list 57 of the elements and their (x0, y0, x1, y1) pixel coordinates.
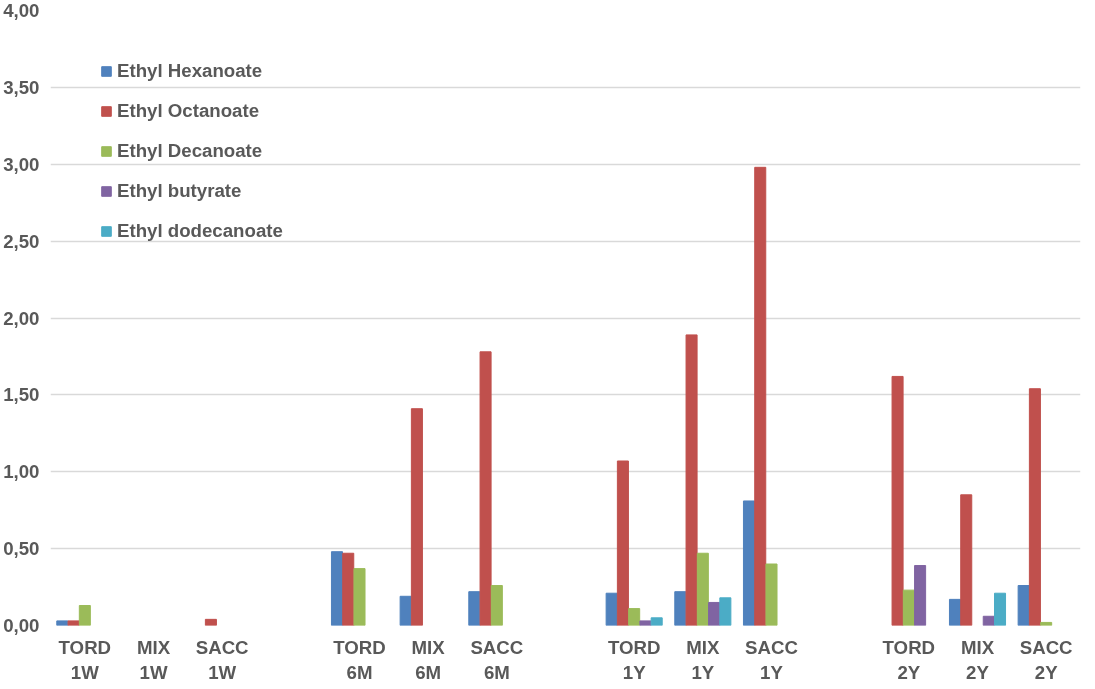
y-tick-label: 1,50 (3, 384, 40, 406)
bar (204, 618, 217, 626)
bar (696, 552, 709, 626)
x-tick-label: MIX 6M (411, 636, 446, 683)
bar (67, 620, 80, 626)
bar (616, 460, 629, 626)
bar (754, 166, 767, 626)
y-tick-label: 1,00 (3, 461, 40, 483)
bar (78, 605, 91, 626)
y-tick-label: 2,50 (3, 230, 40, 252)
x-tick-label: SACC 2Y (1019, 636, 1073, 683)
bar (650, 617, 663, 626)
x-tick-label: MIX 2Y (960, 636, 995, 683)
bar (605, 592, 618, 626)
y-tick-label: 0,50 (3, 538, 40, 560)
bar (994, 592, 1007, 626)
bar (902, 589, 915, 626)
x-tick-label: MIX 1Y (686, 636, 720, 683)
bar (685, 334, 698, 626)
legend-label: Ethyl butyrate (117, 180, 242, 202)
bar (330, 551, 343, 626)
bar (960, 494, 973, 626)
bar (1028, 388, 1041, 626)
y-tick-label: 3,00 (3, 153, 40, 175)
y-tick-label: 2,00 (3, 307, 40, 329)
x-tick-label: TORD 1W (58, 636, 112, 683)
bar (719, 597, 732, 626)
bar (628, 608, 641, 626)
bar (468, 591, 481, 626)
bar (56, 620, 69, 626)
y-tick-label: 3,50 (3, 76, 40, 98)
x-tick-label: SACC 1Y (745, 636, 798, 683)
bar (639, 620, 652, 626)
bar (914, 565, 927, 626)
x-tick-label: MIX 1W (136, 636, 171, 683)
y-tick-label: 4,00 (3, 0, 40, 21)
bar (490, 585, 503, 626)
x-tick-label: TORD 2Y (882, 636, 936, 683)
legend-label: Ethyl Hexanoate (117, 60, 263, 82)
bar (399, 595, 412, 626)
bar (891, 375, 904, 626)
bar (353, 568, 366, 626)
legend-label: Ethyl Octanoate (117, 100, 260, 122)
x-tick-label: SACC 1W (195, 636, 249, 683)
bar (410, 408, 423, 626)
legend-label: Ethyl Decanoate (117, 140, 263, 162)
legend-label: Ethyl dodecanoate (117, 220, 283, 242)
bar (479, 351, 492, 626)
x-tick-label: SACC 6M (470, 636, 524, 683)
bar (674, 591, 687, 626)
bar (1017, 585, 1030, 626)
bar (765, 563, 778, 626)
x-tick-label: TORD 6M (333, 636, 386, 683)
bar (342, 552, 355, 626)
x-tick-label: TORD 1Y (607, 636, 661, 683)
y-tick-label: 0,00 (3, 615, 40, 636)
bar (742, 500, 755, 626)
